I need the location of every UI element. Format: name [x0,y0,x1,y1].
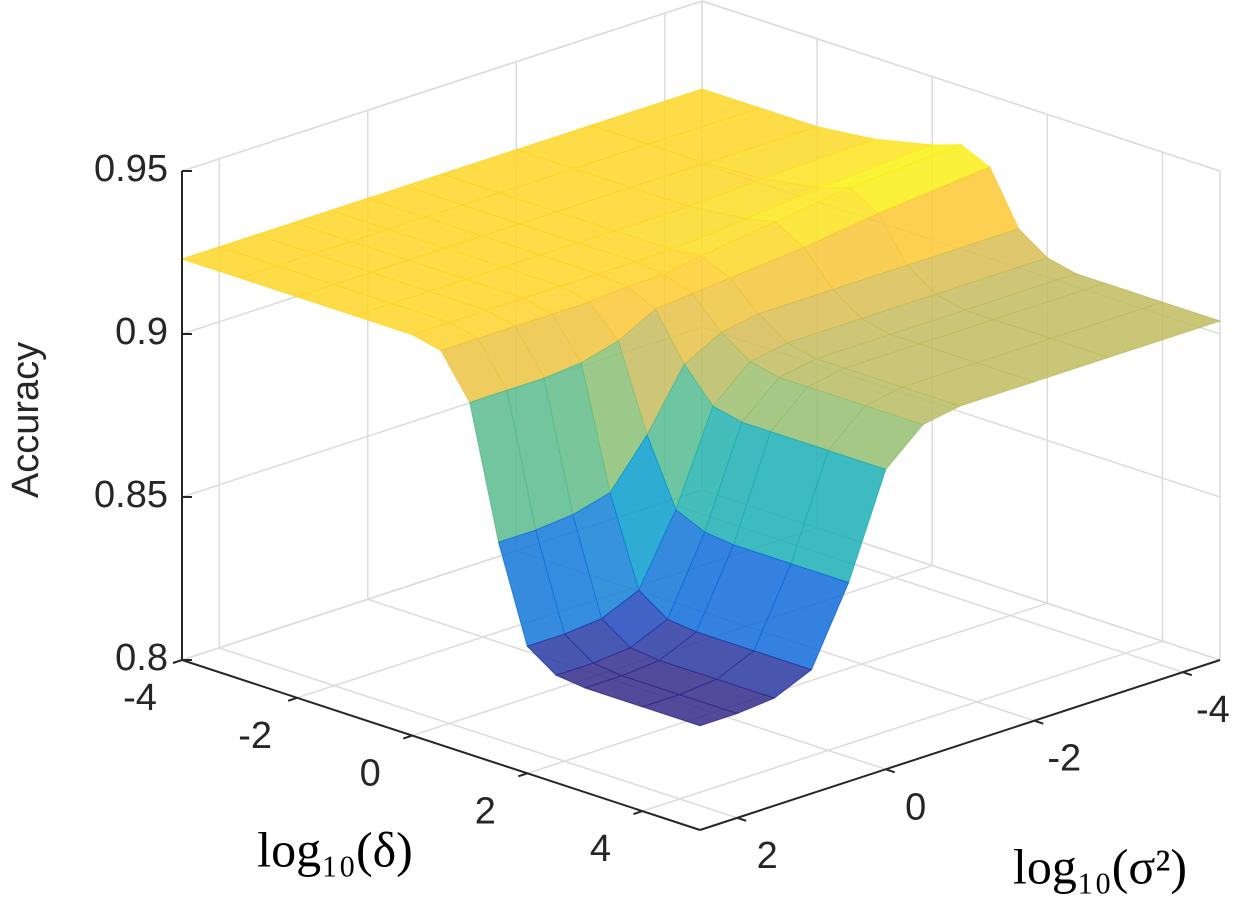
x-tick [172,659,183,664]
x-tick-label: 2 [475,790,496,832]
y-tick [736,816,747,822]
grid-line [642,640,1163,812]
y-tick [885,768,896,774]
surface-patch [640,694,739,727]
grid-line [701,0,1221,172]
y-tick-label: -4 [1196,689,1230,731]
z-tick-label: 0.9 [115,311,168,353]
x-tick [402,734,413,740]
grid-line [218,647,738,819]
x-tick [287,696,298,702]
y-axis-label: log₁₀(σ²) [1013,838,1187,894]
z-tick-label: 0.8 [115,637,168,679]
x-tick-label: 4 [590,828,611,870]
z-tick-label: 0.95 [94,148,168,190]
x-axis-label: log₁₀(δ) [257,821,413,877]
y-tick-label: 2 [757,835,778,877]
x-tick-label: -4 [123,677,157,719]
y-tick [1182,671,1193,677]
x-tick-label: -2 [238,715,272,757]
x-axis [181,659,701,831]
z-axis-label: Accuracy [5,342,47,498]
y-tick-label: 0 [905,786,926,828]
x-tick [518,772,528,778]
y-axis [699,659,1221,831]
x-tick [633,810,643,816]
grid-line [181,0,703,172]
z-tick-label: 0.85 [94,474,168,516]
y-tick-label: -2 [1047,738,1081,780]
surface [180,88,1222,727]
y-tick [1033,719,1044,725]
axes: 0.8 0.85 0.9 0.95 -4 -2 0 2 4 -4 -2 0 2 [94,148,1230,877]
x-tick-label: 0 [360,753,381,795]
